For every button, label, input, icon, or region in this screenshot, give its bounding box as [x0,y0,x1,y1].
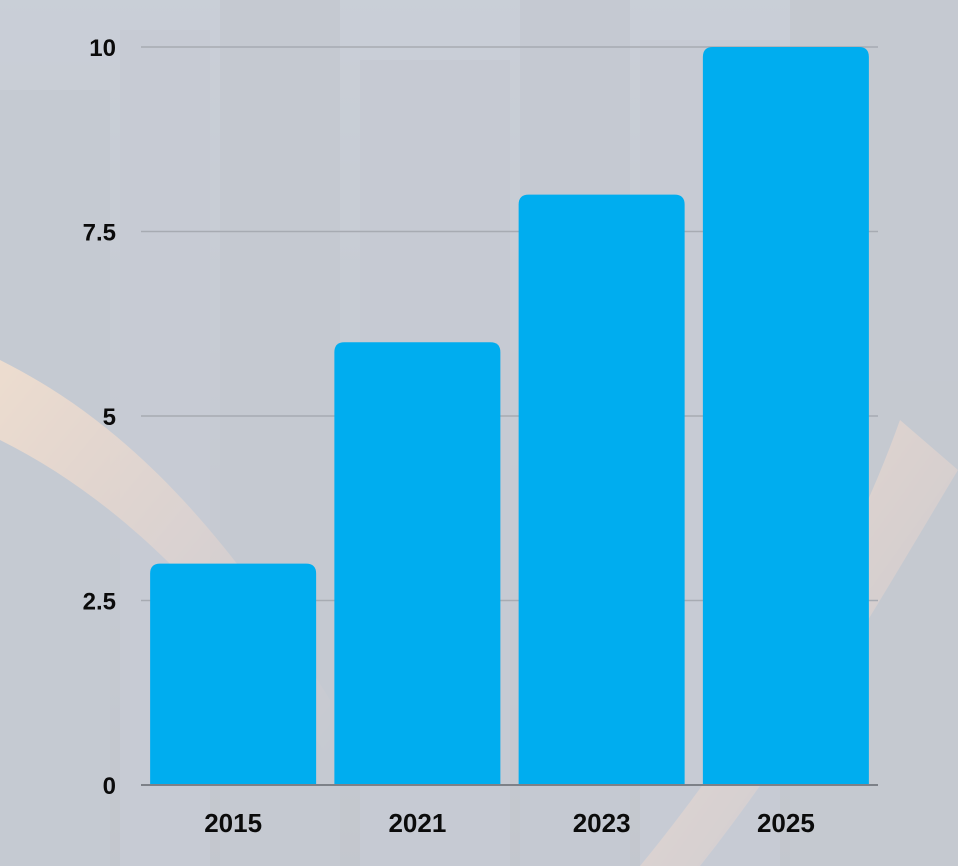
x-tick-label: 2025 [757,808,815,838]
y-tick-label: 2.5 [83,589,116,616]
x-tick-label: 2021 [388,808,446,838]
bar-2021[interactable] [334,342,501,785]
x-tick-label: 2023 [573,808,631,838]
y-tick-label: 10 [89,35,116,62]
y-tick-label: 7.5 [83,220,116,247]
y-tick-label: 5 [103,404,116,431]
bar-2023[interactable] [518,194,685,786]
bar-2015[interactable] [150,563,317,785]
x-tick-label: 2015 [204,808,262,838]
bar-2025[interactable] [702,47,869,785]
y-tick-label: 0 [103,773,116,800]
